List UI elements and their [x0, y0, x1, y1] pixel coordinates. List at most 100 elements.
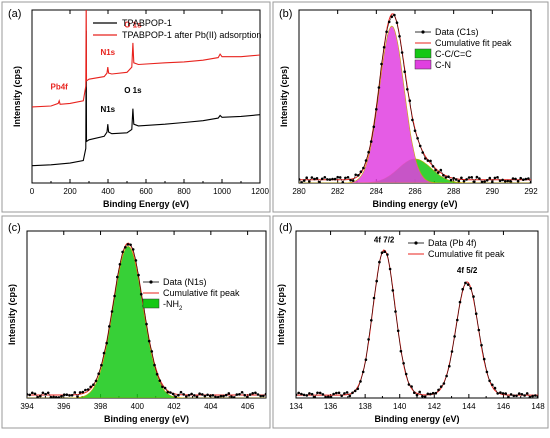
data-point — [100, 363, 103, 367]
data-point — [92, 383, 95, 387]
data-point — [377, 86, 381, 89]
data-point — [406, 88, 409, 91]
data-point — [372, 296, 376, 300]
data-point — [211, 394, 215, 397]
data-point — [174, 395, 177, 398]
data-point — [177, 393, 180, 397]
data-point — [400, 51, 404, 54]
legend-swatch — [142, 298, 160, 309]
data-point — [482, 357, 486, 361]
x-axis: 0 200 400 600 800 1000 1200 — [30, 10, 269, 196]
data-point — [305, 394, 309, 397]
data-point — [116, 275, 119, 279]
data-point — [531, 394, 534, 398]
data-point — [201, 393, 204, 396]
data-point — [458, 300, 462, 304]
data-point — [393, 13, 396, 17]
x-tick-label: 396 — [57, 402, 71, 411]
data-point — [522, 178, 525, 181]
data-point — [113, 294, 116, 298]
x-tick-label: 292 — [524, 187, 538, 196]
data-point — [385, 30, 388, 34]
data-point — [429, 392, 432, 396]
data-points — [27, 243, 266, 398]
data-point — [328, 178, 332, 181]
data-point — [375, 279, 379, 283]
data-point — [477, 328, 481, 332]
data-point — [182, 393, 185, 396]
data-point — [429, 159, 432, 163]
data-point — [86, 388, 90, 391]
data-point — [512, 394, 516, 398]
data-point — [296, 393, 298, 397]
data-point — [519, 176, 522, 180]
data-point — [383, 250, 387, 253]
data-point — [49, 395, 53, 398]
data-point — [89, 385, 92, 389]
x-tick-label: 290 — [486, 187, 500, 196]
data-point — [214, 395, 217, 398]
data-point — [243, 393, 247, 397]
data-point — [238, 393, 241, 396]
panel-label: (c) — [8, 222, 21, 234]
data-point — [354, 173, 358, 177]
data-point — [501, 178, 504, 182]
component-area-1 — [27, 245, 266, 398]
data-point — [418, 144, 422, 148]
x-tick-label: 0 — [30, 187, 35, 196]
x-tick-label: 404 — [204, 402, 218, 411]
x-axis-label: Binding energy (eV) — [104, 414, 189, 424]
data-point — [84, 388, 87, 392]
data-point — [208, 394, 212, 398]
data-point — [367, 338, 370, 341]
x-tick-label: 200 — [63, 187, 77, 196]
data-point — [421, 151, 425, 154]
data-point — [246, 395, 249, 398]
data-point — [163, 386, 167, 390]
data-point — [137, 273, 140, 277]
data-point — [491, 180, 494, 183]
data-point — [310, 392, 314, 396]
data-point — [404, 372, 408, 376]
legend-swatch — [414, 48, 432, 59]
data-point — [403, 70, 407, 73]
data-point — [496, 392, 500, 395]
data-point — [216, 395, 220, 398]
data-point — [110, 310, 114, 313]
data-point — [402, 362, 405, 365]
data-point — [480, 343, 483, 347]
data-point — [97, 372, 100, 376]
data-point — [121, 250, 124, 254]
data-connector — [296, 251, 538, 398]
data-point — [129, 243, 132, 247]
data-points — [296, 250, 538, 398]
data-point — [308, 180, 311, 183]
peak-annotation: 4f 5/2 — [457, 266, 478, 275]
legend-entry: Data (Pb 4f) — [428, 238, 477, 248]
peak-annotation: O 1s — [124, 20, 142, 29]
data-point — [398, 35, 401, 38]
data-point — [105, 341, 108, 345]
data-point — [372, 125, 376, 129]
legend-entry: C-C/C=C — [435, 49, 472, 59]
x-tick-label: 288 — [447, 187, 461, 196]
data-point — [52, 395, 55, 398]
data-point — [254, 391, 257, 395]
data-point — [488, 379, 491, 383]
data-point — [434, 168, 437, 172]
data-point — [297, 391, 301, 395]
data-point — [357, 174, 360, 177]
x-tick-label: 142 — [428, 402, 442, 411]
data-point — [480, 180, 484, 183]
x-tick-label: 284 — [370, 187, 384, 196]
data-point — [68, 394, 71, 397]
data-point — [450, 350, 454, 353]
data-point — [335, 391, 338, 395]
data-point — [411, 118, 414, 122]
data-point — [483, 180, 486, 183]
data-point — [415, 393, 419, 397]
data-point — [467, 176, 471, 179]
data-point — [33, 392, 37, 396]
data-point — [224, 393, 228, 397]
data-point — [248, 393, 252, 396]
